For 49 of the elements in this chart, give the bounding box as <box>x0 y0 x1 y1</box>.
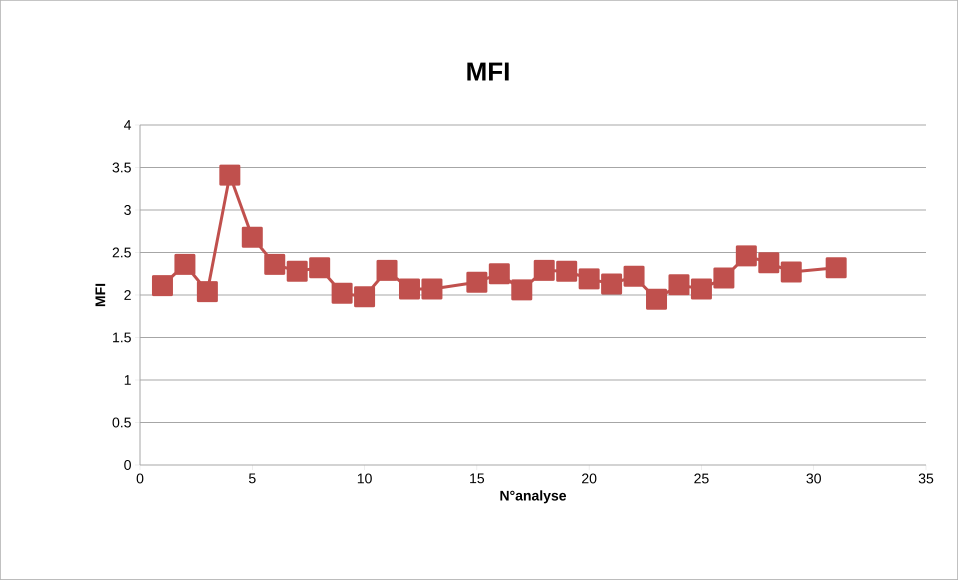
point <box>758 252 780 274</box>
point <box>624 266 645 287</box>
point <box>646 288 668 310</box>
point <box>264 254 286 275</box>
y-tick-label: 0.5 <box>112 418 131 428</box>
y-tick-label: 3 <box>124 205 131 215</box>
x-tick-label: 25 <box>694 474 709 484</box>
point <box>242 226 263 248</box>
point <box>196 281 218 302</box>
y-tick-label: 1.5 <box>113 332 131 342</box>
y-tick-label: 0 <box>124 460 131 470</box>
point <box>309 257 330 278</box>
x-tick-label: 35 <box>918 474 934 484</box>
x-tick-label: 15 <box>470 474 484 484</box>
point <box>601 273 622 294</box>
point <box>219 164 240 186</box>
y-tick-label: 1 <box>124 375 131 385</box>
point <box>354 286 376 308</box>
x-axis-title: N°analyse <box>500 490 566 504</box>
point <box>556 260 578 282</box>
point <box>421 278 442 300</box>
chart-title: MFI <box>467 62 509 80</box>
point <box>534 260 555 281</box>
point <box>578 268 600 290</box>
point <box>713 267 734 288</box>
point <box>332 282 353 304</box>
point <box>511 279 532 300</box>
y-tick-label: 4 <box>124 120 132 130</box>
y-tick-label: 2 <box>124 290 131 300</box>
point <box>286 260 308 282</box>
point <box>690 278 712 300</box>
point <box>376 260 398 281</box>
x-tick-label: 0 <box>136 474 144 484</box>
y-tick-label: 3.5 <box>112 162 131 172</box>
x-tick-label: 20 <box>582 474 596 484</box>
y-tick-label: 2.5 <box>112 248 131 258</box>
point <box>174 254 196 275</box>
point <box>826 257 847 278</box>
x-tick-label: 5 <box>248 474 256 484</box>
point <box>466 272 488 293</box>
point <box>488 263 510 284</box>
point <box>780 262 802 283</box>
point <box>398 278 420 300</box>
point <box>152 275 173 296</box>
y-axis-title: MFI <box>96 284 106 306</box>
point <box>668 274 690 296</box>
point <box>736 245 757 266</box>
x-tick-label: 10 <box>358 474 372 484</box>
x-tick-label: 30 <box>806 474 821 484</box>
